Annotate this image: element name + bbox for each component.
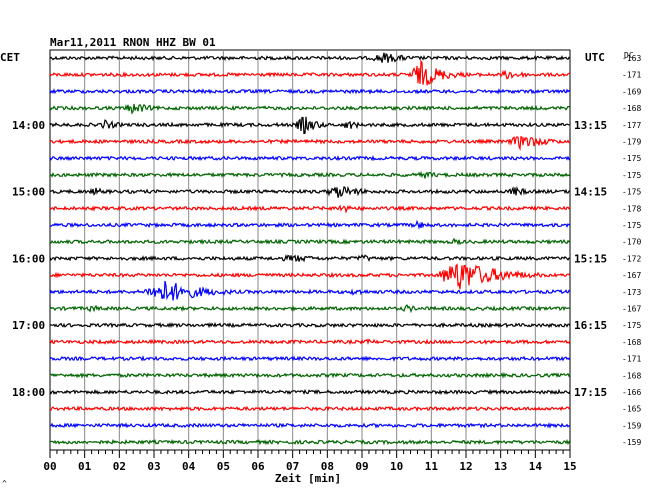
dc-value-7: -175 — [622, 171, 641, 180]
x-tick-label-03: 03 — [147, 460, 160, 473]
x-axis: 00 01 02 03 04 05 06 07 08 09 10 11 12 13 14 15 — [43, 450, 577, 473]
x-tick-label-15: 15 — [563, 460, 576, 473]
x-tick-label-07: 07 — [286, 460, 299, 473]
dc-value-5: -179 — [622, 138, 641, 147]
cet-time-labels: 14:00 15:00 16:00 17:00 18:00 — [12, 119, 45, 399]
dc-value-14: -173 — [622, 288, 641, 297]
trace-2 — [49, 88, 571, 95]
x-tick-label-11: 11 — [425, 460, 439, 473]
trace-0 — [49, 52, 571, 63]
dc-value-22: -159 — [622, 421, 641, 430]
dc-value-21: -165 — [622, 405, 641, 414]
cet-label-2: 16:00 — [12, 252, 45, 265]
utc-label-1: 14:15 — [574, 186, 607, 199]
dc-value-23: -159 — [622, 438, 641, 447]
utc-time-labels: 13:15 14:15 15:15 16:15 17:15 — [574, 119, 607, 399]
utc-label-4: 17:15 — [574, 386, 607, 399]
utc-label-2: 15:15 — [574, 252, 607, 265]
x-tick-label-13: 13 — [494, 460, 507, 473]
trace-8 — [49, 185, 571, 198]
x-tick-label-09: 09 — [355, 460, 368, 473]
utc-label-3: 16:15 — [574, 319, 607, 332]
dc-value-4: -177 — [622, 121, 641, 130]
utc-label-0: 13:15 — [574, 119, 607, 132]
x-tick-label-00: 00 — [43, 460, 56, 473]
x-axis-label: Zeit [min] — [275, 472, 341, 485]
trace-16 — [49, 321, 571, 329]
dc-value-19: -168 — [622, 371, 641, 380]
trace-15 — [49, 304, 571, 314]
x-tick-label-04: 04 — [182, 460, 196, 473]
dc-value-18: -171 — [622, 355, 641, 364]
x-tick-label-02: 02 — [113, 460, 126, 473]
trace-22 — [49, 422, 571, 429]
cet-label-4: 18:00 — [12, 386, 45, 399]
dc-value-17: -168 — [622, 338, 641, 347]
x-tick-label-08: 08 — [321, 460, 334, 473]
x-tick-label-14: 14 — [529, 460, 543, 473]
dc-value-13: -167 — [622, 271, 641, 280]
trace-21 — [49, 405, 571, 412]
dc-value-16: -175 — [622, 321, 641, 330]
trace-4 — [49, 116, 571, 135]
grid-lines — [84, 50, 536, 450]
cet-label-1: 15:00 — [12, 186, 45, 199]
x-tick-label-10: 10 — [390, 460, 403, 473]
dc-value-3: -168 — [622, 104, 641, 113]
trace-18 — [49, 355, 571, 362]
trace-11 — [49, 237, 571, 246]
dc-value-6: -175 — [622, 154, 641, 163]
dc-value-10: -175 — [622, 221, 641, 230]
dc-value-11: -170 — [622, 238, 641, 247]
cet-axis-label: CET — [0, 51, 20, 64]
trace-10 — [50, 219, 571, 230]
trace-19 — [49, 371, 571, 379]
utc-axis-label: UTC — [585, 51, 605, 64]
dc-value-12: -172 — [622, 254, 641, 263]
corner-mark: ^ — [2, 479, 7, 488]
trace-3 — [49, 103, 571, 115]
trace-7 — [49, 170, 571, 179]
plot-frame — [49, 49, 571, 451]
dc-value-0: -163 — [622, 54, 641, 63]
dc-value-2: -169 — [622, 87, 641, 96]
cet-label-0: 14:00 — [12, 119, 45, 132]
chart-title: Mar11,2011 RNON HHZ BW 01 — [50, 36, 216, 49]
trace-20 — [49, 388, 571, 396]
trace-12 — [49, 254, 570, 263]
dc-value-1: -171 — [622, 71, 641, 80]
trace-13 — [49, 263, 571, 290]
dc-values: -163 -171 -169 -168 -177 -179 -175 -175 -175 -178… — [622, 54, 641, 447]
trace-5 — [49, 135, 571, 152]
x-tick-label-05: 05 — [217, 460, 230, 473]
trace-1 — [49, 59, 570, 86]
dc-value-9: -178 — [622, 204, 641, 213]
trace-17 — [49, 338, 571, 346]
x-tick-label-06: 06 — [251, 460, 265, 473]
x-tick-label-12: 12 — [459, 460, 472, 473]
trace-9 — [49, 204, 571, 214]
trace-14 — [49, 280, 571, 301]
dc-value-20: -166 — [622, 388, 641, 397]
trace-6 — [49, 154, 571, 162]
dc-value-8: -175 — [622, 188, 641, 197]
dc-label: DC — [624, 51, 634, 60]
cet-label-3: 17:00 — [12, 319, 45, 332]
traces-group — [49, 52, 571, 446]
trace-23 — [49, 438, 571, 446]
dc-value-15: -167 — [622, 305, 641, 314]
x-tick-label-01: 01 — [78, 460, 92, 473]
